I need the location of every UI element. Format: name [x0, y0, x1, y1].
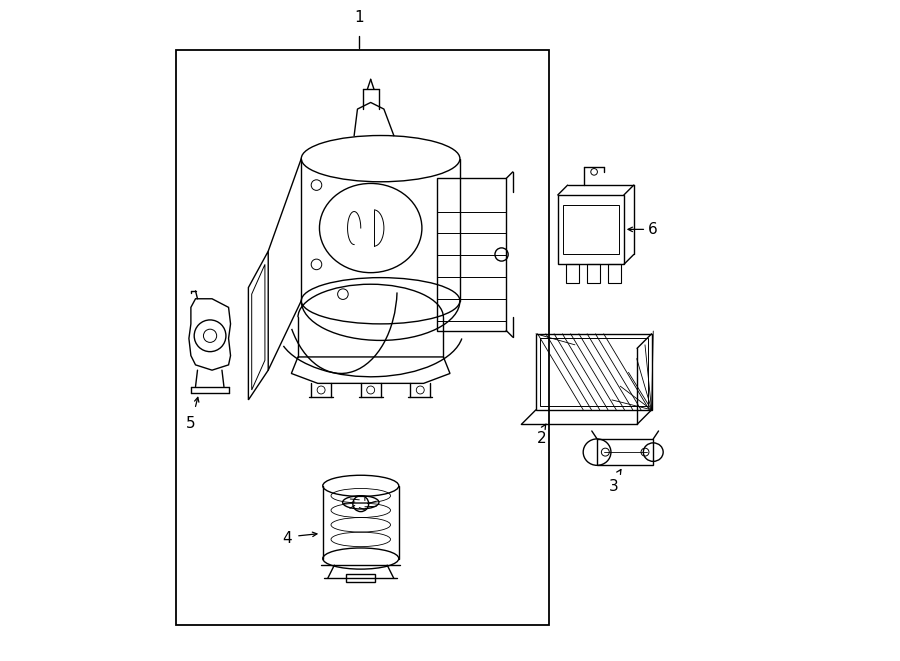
Text: 3: 3	[609, 479, 619, 494]
Bar	[597, 439, 653, 465]
Text: 6: 6	[648, 222, 658, 237]
Bar	[346, 574, 375, 582]
Bar	[566, 264, 579, 283]
Bar	[587, 264, 600, 283]
Bar	[176, 50, 549, 625]
Bar	[608, 264, 621, 283]
Text: 1: 1	[354, 10, 364, 25]
Bar	[540, 338, 648, 406]
Bar	[536, 334, 652, 410]
Bar	[558, 195, 624, 264]
Bar	[563, 205, 618, 254]
Text: 2: 2	[536, 431, 546, 446]
Text: 5: 5	[186, 416, 195, 432]
Text: 4: 4	[282, 531, 292, 545]
Bar	[436, 178, 506, 330]
